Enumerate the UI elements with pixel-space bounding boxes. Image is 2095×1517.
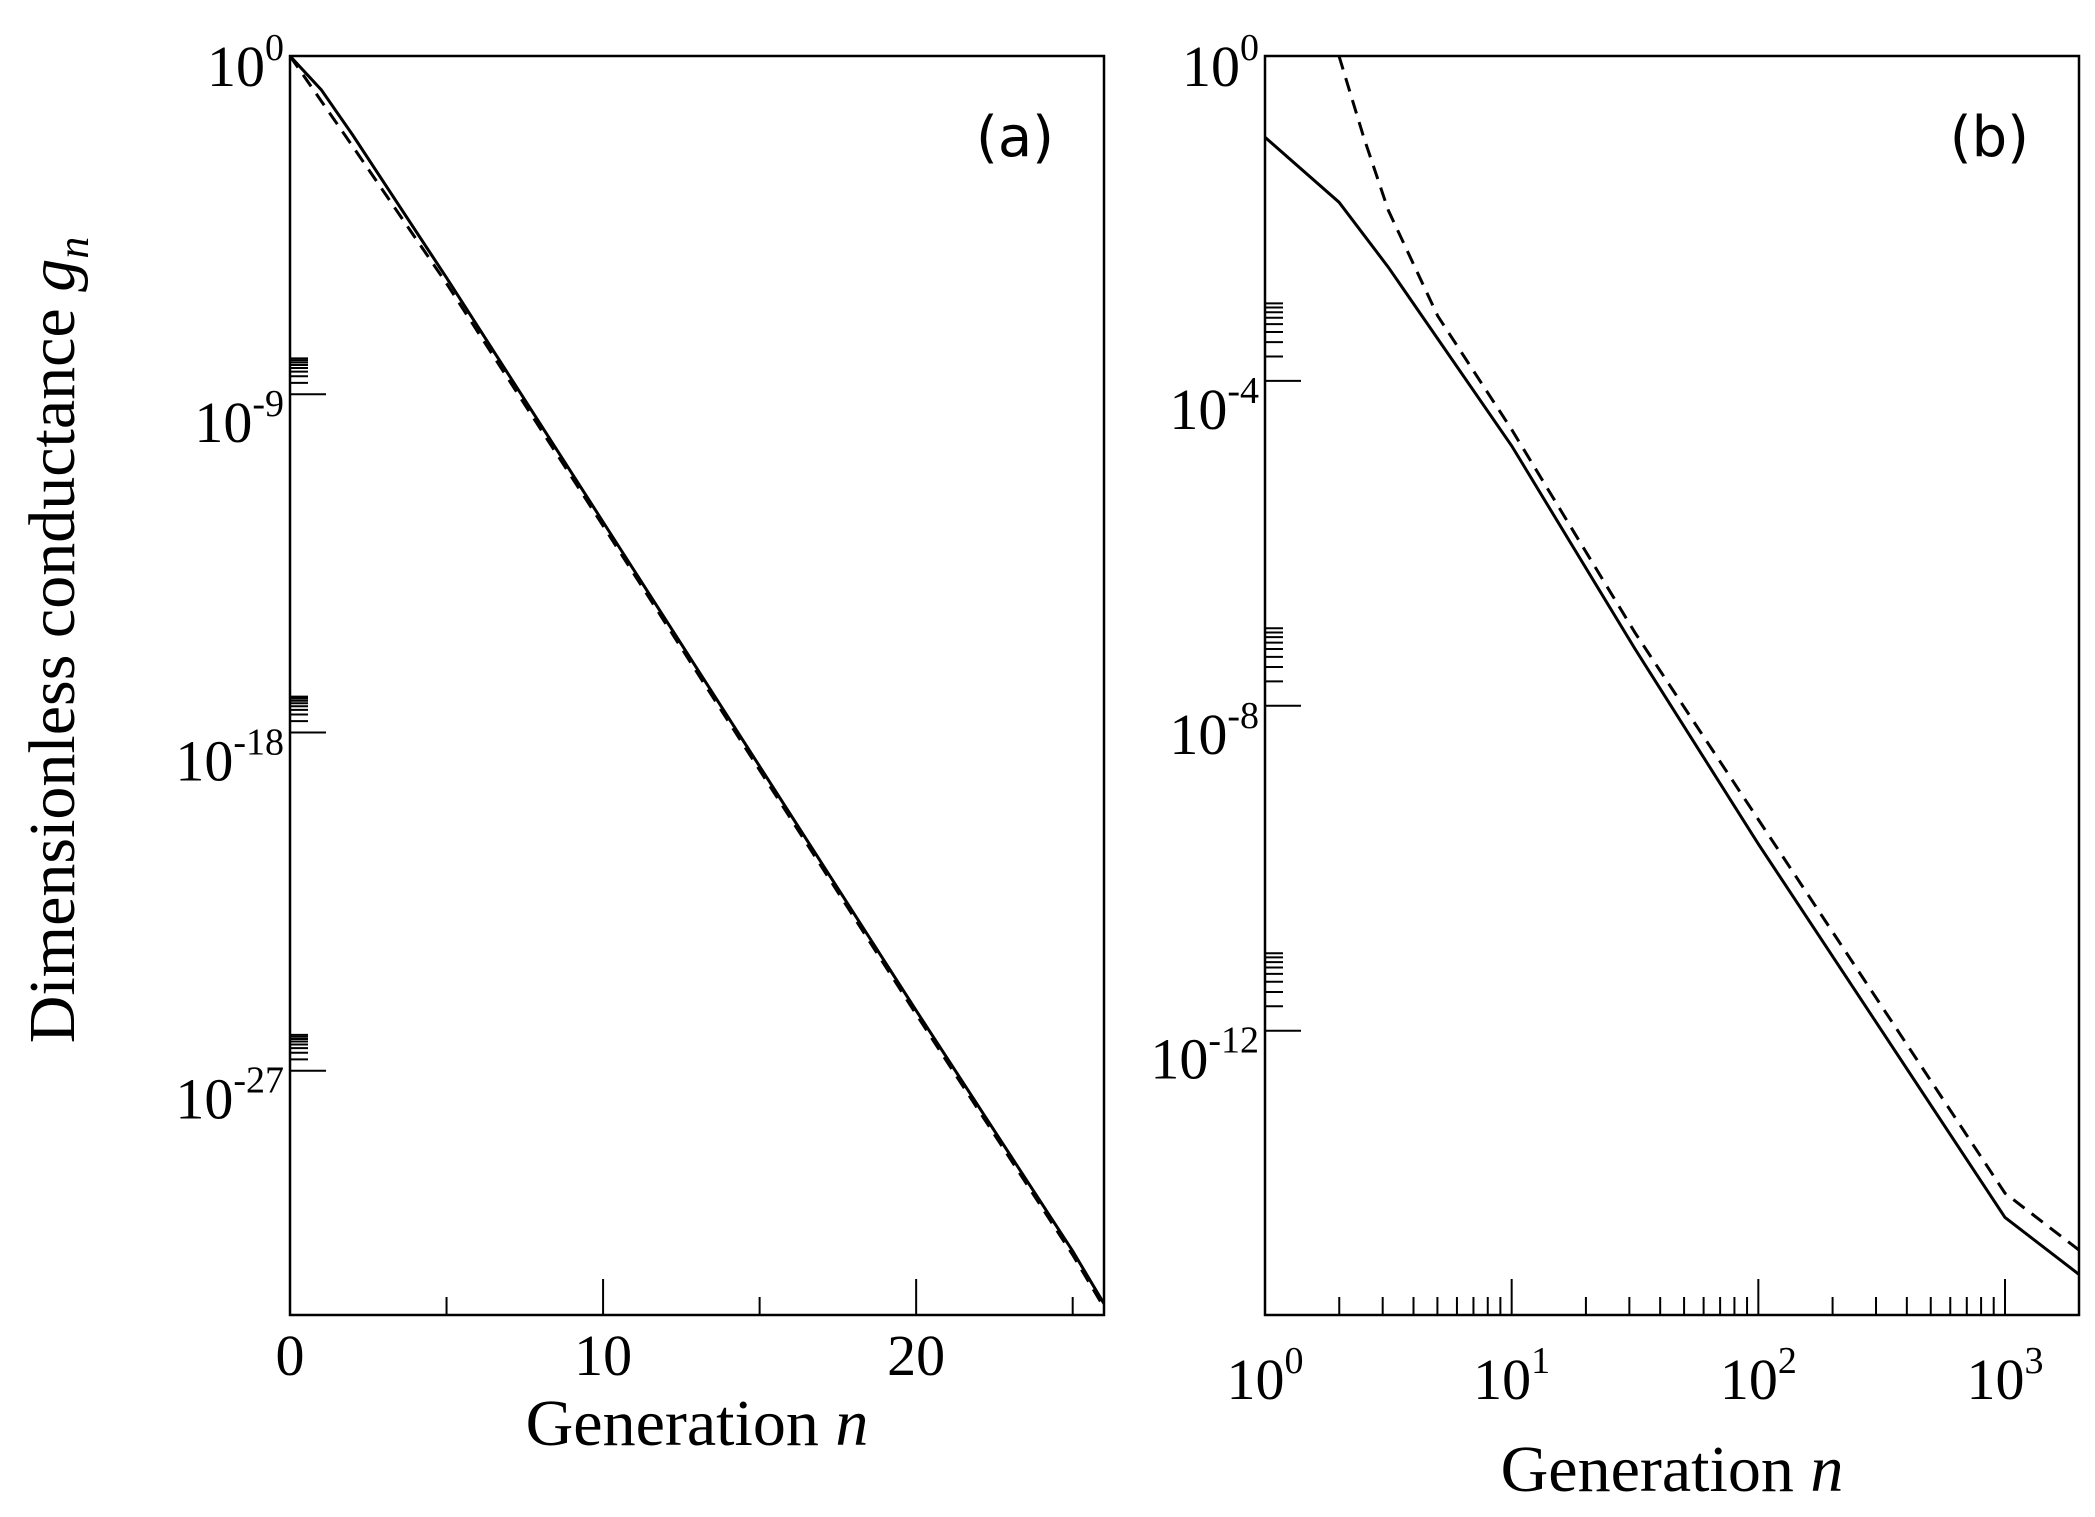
y-tick-label-base: 10 bbox=[207, 34, 265, 99]
y-axis-title-prefix: Dimensionless conductance bbox=[16, 292, 89, 1043]
y-tick-label-exp: -4 bbox=[1227, 370, 1259, 412]
panel-label: (b) bbox=[1950, 105, 2029, 170]
y-tick-label-base: 10 bbox=[175, 728, 233, 793]
y-tick-label-base: 10 bbox=[1169, 702, 1227, 767]
y-tick-label-exp: 0 bbox=[265, 27, 284, 69]
x-tick-label-exp: 0 bbox=[1285, 1340, 1304, 1382]
x-tick-label: 0 bbox=[276, 1323, 305, 1388]
plot-frame bbox=[1263, 54, 2081, 1317]
x-tick-label-exp: 1 bbox=[1531, 1340, 1550, 1382]
y-tick-label: 10-27 bbox=[175, 1060, 284, 1132]
series-line-solid bbox=[1265, 136, 2079, 1276]
y-axis-title: Dimensionless conductance gn bbox=[16, 237, 98, 1043]
y-tick-label: 100 bbox=[207, 27, 284, 99]
y-tick-label-exp: -18 bbox=[233, 721, 284, 763]
y-tick-label-base: 10 bbox=[1150, 1027, 1208, 1092]
x-tick-label: 20 bbox=[887, 1323, 945, 1388]
y-tick-label-exp: -9 bbox=[252, 383, 284, 425]
series-line-dashed bbox=[290, 56, 1104, 1309]
y-axis-title-sub: n bbox=[49, 237, 98, 259]
x-tick-label: 102 bbox=[1720, 1340, 1797, 1412]
y-axis-title-var: g bbox=[16, 259, 89, 292]
x-axis-title-var: n bbox=[1810, 1433, 1843, 1506]
y-tick-label: 10-18 bbox=[175, 721, 284, 793]
x-tick-label-exp: 3 bbox=[2025, 1340, 2044, 1382]
series-line-dashed bbox=[1337, 56, 2079, 1252]
x-axis-title-prefix: Generation bbox=[1501, 1433, 1811, 1506]
y-tick-label-exp: -27 bbox=[233, 1060, 284, 1102]
x-axis-title-var: n bbox=[835, 1387, 868, 1460]
series-line-solid bbox=[290, 56, 1104, 1305]
plot-frame bbox=[288, 54, 1106, 1317]
x-tick-label: 103 bbox=[1967, 1340, 2044, 1412]
x-axis-title: Generation n bbox=[526, 1387, 869, 1460]
y-tick-label: 10-8 bbox=[1169, 695, 1259, 767]
y-tick-label-base: 10 bbox=[1169, 377, 1227, 442]
x-tick-label-base: 10 bbox=[1720, 1347, 1778, 1412]
y-tick-label-exp: 0 bbox=[1240, 27, 1259, 69]
y-tick-label: 10-4 bbox=[1169, 370, 1259, 442]
y-tick-label: 100 bbox=[1182, 27, 1259, 99]
x-tick-label: 10 bbox=[574, 1323, 632, 1388]
y-tick-label-exp: -8 bbox=[1227, 695, 1259, 737]
x-tick-label-base: 10 bbox=[1967, 1347, 2025, 1412]
x-axis-title: Generation n bbox=[1501, 1433, 1844, 1506]
y-tick-label-exp: -12 bbox=[1208, 1020, 1259, 1062]
y-tick-label-base: 10 bbox=[1182, 34, 1240, 99]
y-tick-label-base: 10 bbox=[175, 1067, 233, 1132]
y-tick-label: 10-12 bbox=[1150, 1020, 1259, 1092]
y-tick-label: 10-9 bbox=[194, 383, 284, 455]
x-tick-label-base: 10 bbox=[1473, 1347, 1531, 1412]
y-tick-label-base: 10 bbox=[194, 390, 252, 455]
x-axis-title-prefix: Generation bbox=[526, 1387, 836, 1460]
x-tick-label-base: 10 bbox=[1227, 1347, 1285, 1412]
x-tick-label-exp: 2 bbox=[1778, 1340, 1797, 1382]
panel-label: (a) bbox=[976, 105, 1054, 170]
x-tick-label: 101 bbox=[1473, 1340, 1550, 1412]
x-tick-label: 100 bbox=[1227, 1340, 1304, 1412]
